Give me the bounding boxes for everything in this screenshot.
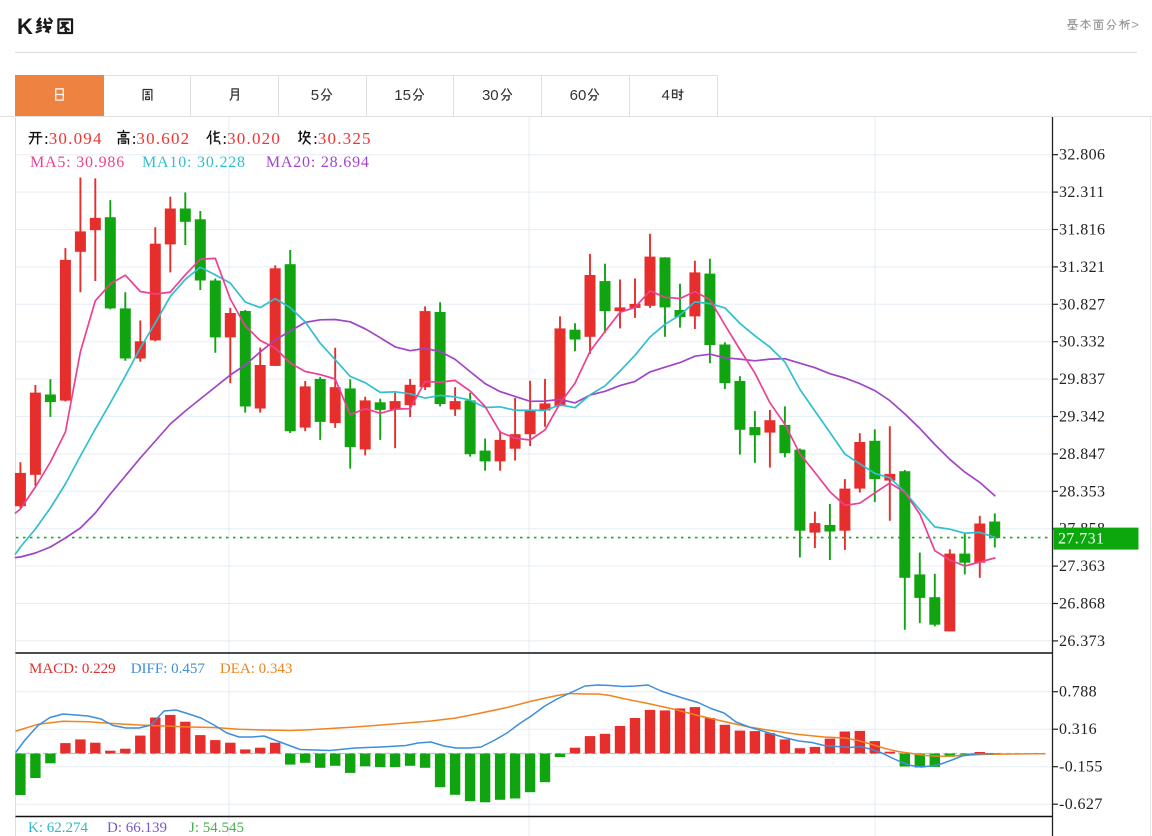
svg-text:32.311: 32.311 — [1059, 184, 1105, 201]
svg-text:32.806: 32.806 — [1059, 147, 1105, 164]
svg-text:0.316: 0.316 — [1059, 721, 1097, 738]
svg-text:-0.627: -0.627 — [1059, 796, 1103, 813]
svg-text:31.321: 31.321 — [1059, 259, 1105, 276]
svg-text:-0.155: -0.155 — [1059, 759, 1103, 776]
svg-text:30.827: 30.827 — [1059, 296, 1105, 313]
svg-text:28.353: 28.353 — [1059, 483, 1105, 500]
svg-text:0.788: 0.788 — [1059, 684, 1097, 701]
svg-text:26.373: 26.373 — [1059, 633, 1105, 650]
svg-text:27.363: 27.363 — [1059, 558, 1105, 575]
svg-text:30.332: 30.332 — [1059, 334, 1105, 351]
svg-text:29.342: 29.342 — [1059, 409, 1105, 426]
svg-text:27.731: 27.731 — [1058, 531, 1104, 548]
svg-text:26.868: 26.868 — [1059, 596, 1105, 613]
svg-text:31.816: 31.816 — [1059, 222, 1105, 239]
svg-text:29.837: 29.837 — [1059, 371, 1105, 388]
svg-text:28.847: 28.847 — [1059, 446, 1105, 463]
